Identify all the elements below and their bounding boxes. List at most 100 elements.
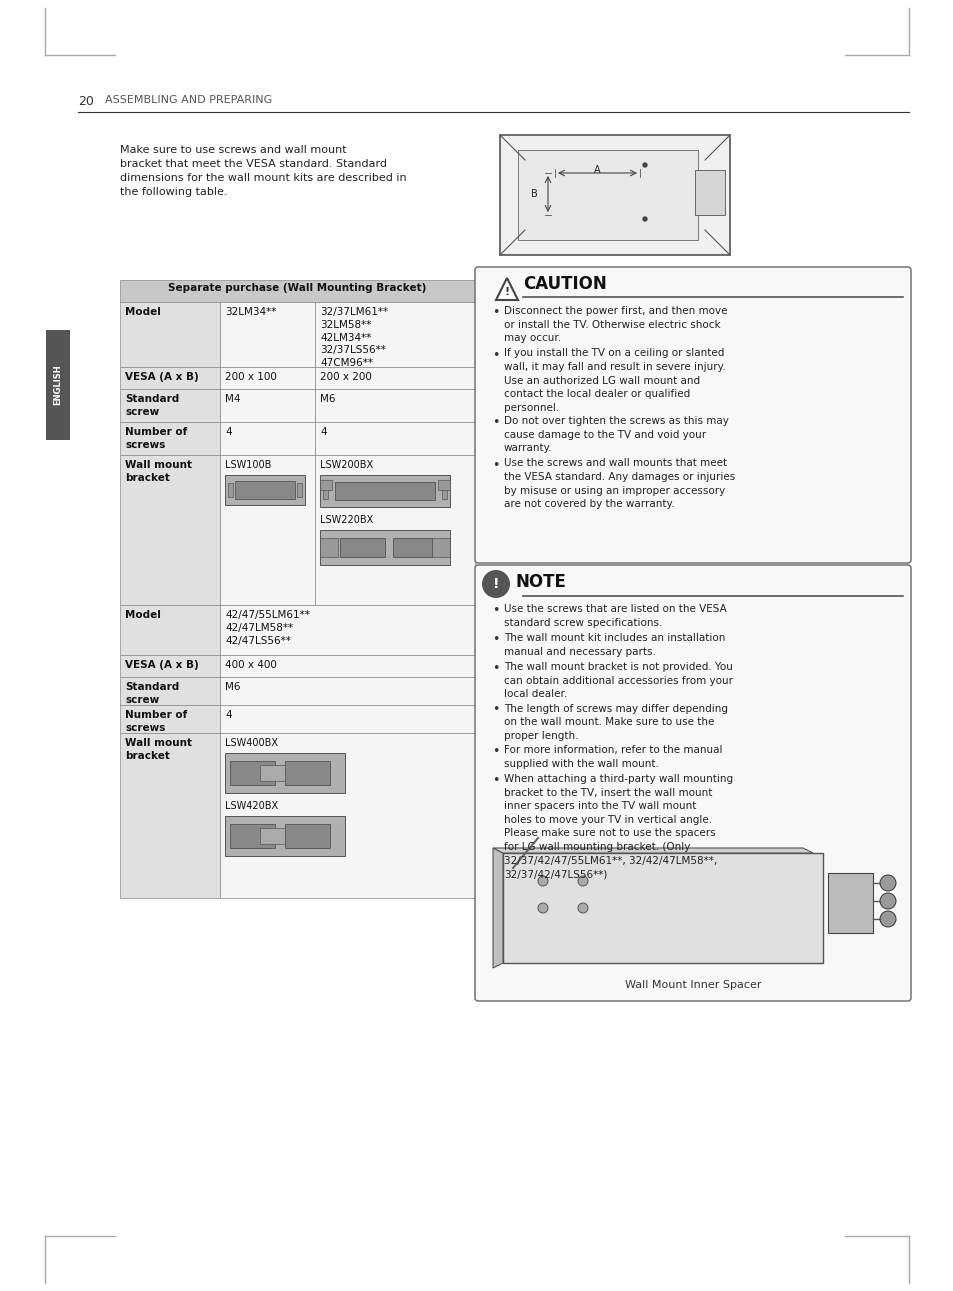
Bar: [314, 389, 475, 422]
Text: •: •: [492, 662, 498, 675]
Bar: [230, 824, 274, 848]
Text: M6: M6: [319, 394, 335, 404]
Bar: [230, 760, 274, 785]
Circle shape: [481, 571, 510, 598]
Text: The wall mount bracket is not provided. You
can obtain additional accessories fr: The wall mount bracket is not provided. …: [503, 662, 732, 700]
Text: !: !: [504, 287, 509, 297]
Text: 400 x 400: 400 x 400: [225, 660, 276, 670]
Bar: [220, 367, 314, 389]
Bar: [120, 676, 220, 705]
Circle shape: [879, 911, 895, 927]
Text: •: •: [492, 704, 498, 717]
Bar: [225, 753, 345, 793]
Polygon shape: [493, 848, 812, 853]
Bar: [260, 766, 285, 781]
Text: Use the screws and wall mounts that meet
the VESA standard. Any damages or injur: Use the screws and wall mounts that meet…: [503, 458, 735, 510]
Text: VESA (A x B): VESA (A x B): [125, 372, 198, 382]
Bar: [393, 538, 432, 556]
Text: NOTE: NOTE: [516, 573, 566, 591]
Bar: [695, 170, 724, 216]
Bar: [339, 538, 385, 556]
Bar: [285, 760, 330, 785]
Bar: [314, 454, 475, 605]
Bar: [296, 483, 302, 497]
Text: Standard
screw: Standard screw: [125, 394, 179, 417]
Text: Wall mount
bracket: Wall mount bracket: [125, 738, 192, 760]
Text: Wall Mount Inner Spacer: Wall Mount Inner Spacer: [624, 980, 760, 990]
Bar: [225, 475, 305, 505]
Text: M6: M6: [225, 682, 240, 692]
Text: Number of
screws: Number of screws: [125, 710, 187, 733]
Circle shape: [879, 893, 895, 909]
Text: A: A: [593, 165, 599, 176]
Bar: [220, 302, 314, 367]
Circle shape: [578, 902, 587, 913]
Circle shape: [642, 163, 646, 167]
Bar: [220, 389, 314, 422]
Bar: [499, 136, 729, 256]
Text: •: •: [492, 458, 498, 471]
Bar: [46, 330, 70, 440]
Bar: [220, 605, 475, 655]
Text: CAUTION: CAUTION: [522, 275, 606, 293]
Polygon shape: [493, 848, 502, 968]
Text: The length of screws may differ depending
on the wall mount. Make sure to use th: The length of screws may differ dependin…: [503, 704, 727, 741]
Bar: [502, 853, 822, 963]
Text: B: B: [531, 188, 537, 199]
Text: When attaching a third-party wall mounting
bracket to the TV, insert the wall mo: When attaching a third-party wall mounti…: [503, 775, 732, 879]
Bar: [120, 367, 220, 389]
Bar: [314, 422, 475, 454]
Bar: [285, 824, 330, 848]
Text: ENGLISH: ENGLISH: [53, 364, 63, 405]
FancyBboxPatch shape: [475, 565, 910, 1001]
Text: 32/37LM61**
32LM58**
42LM34**
32/37LS56**
47CM96**: 32/37LM61** 32LM58** 42LM34** 32/37LS56*…: [319, 307, 388, 368]
Text: LSW420BX: LSW420BX: [225, 800, 278, 811]
Bar: [120, 705, 220, 733]
Text: •: •: [492, 745, 498, 758]
Bar: [220, 676, 475, 705]
Bar: [120, 389, 220, 422]
Bar: [323, 483, 328, 500]
Polygon shape: [496, 278, 517, 300]
Bar: [220, 655, 475, 676]
Bar: [441, 483, 447, 500]
Bar: [228, 483, 233, 497]
Bar: [225, 816, 345, 856]
Bar: [234, 482, 294, 500]
Bar: [335, 482, 435, 500]
Circle shape: [879, 875, 895, 891]
Text: If you install the TV on a ceiling or slanted
wall, it may fall and result in se: If you install the TV on a ceiling or sl…: [503, 349, 725, 413]
Bar: [120, 302, 220, 367]
Text: Wall mount
bracket: Wall mount bracket: [125, 460, 192, 483]
Circle shape: [537, 877, 547, 886]
Text: Model: Model: [125, 611, 161, 620]
Text: 32LM34**: 32LM34**: [225, 307, 276, 318]
Bar: [120, 280, 475, 302]
Text: 4: 4: [319, 427, 326, 436]
Bar: [319, 475, 450, 507]
Text: LSW220BX: LSW220BX: [319, 515, 373, 525]
Text: Separate purchase (Wall Mounting Bracket): Separate purchase (Wall Mounting Bracket…: [168, 283, 426, 293]
Bar: [220, 454, 314, 605]
Bar: [437, 480, 450, 491]
Text: For more information, refer to the manual
supplied with the wall mount.: For more information, refer to the manua…: [503, 745, 721, 768]
Circle shape: [642, 217, 646, 221]
Bar: [319, 531, 450, 565]
Text: Number of
screws: Number of screws: [125, 427, 187, 449]
Circle shape: [578, 877, 587, 886]
Text: LSW200BX: LSW200BX: [319, 460, 373, 470]
Text: The wall mount kit includes an installation
manual and necessary parts.: The wall mount kit includes an installat…: [503, 633, 724, 657]
Text: •: •: [492, 416, 498, 429]
Text: Standard
screw: Standard screw: [125, 682, 179, 705]
Text: 42/47/55LM61**
42/47LM58**
42/47LS56**: 42/47/55LM61** 42/47LM58** 42/47LS56**: [225, 611, 310, 646]
Text: Disconnect the power first, and then move
or install the TV. Otherwise electric : Disconnect the power first, and then mov…: [503, 306, 727, 343]
Text: Do not over tighten the screws as this may
cause damage to the TV and void your
: Do not over tighten the screws as this m…: [503, 416, 728, 453]
Text: !: !: [493, 577, 498, 591]
Text: M4: M4: [225, 394, 240, 404]
Text: 4: 4: [225, 710, 232, 720]
Text: 200 x 200: 200 x 200: [319, 372, 372, 382]
Bar: [314, 302, 475, 367]
Bar: [517, 150, 698, 240]
Bar: [319, 480, 332, 491]
Text: Use the screws that are listed on the VESA
standard screw specifications.: Use the screws that are listed on the VE…: [503, 604, 726, 627]
